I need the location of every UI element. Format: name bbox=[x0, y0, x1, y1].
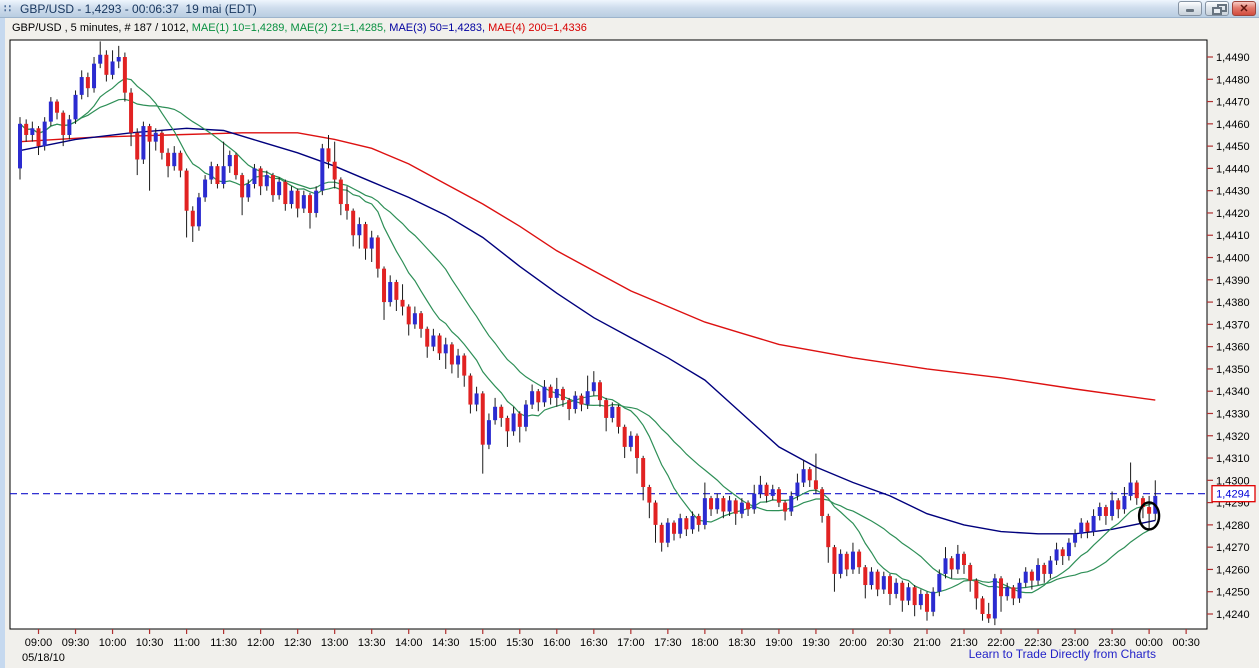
info-segment: GBP/USD , 5 minutes, # 187 / 1012, bbox=[12, 22, 192, 34]
svg-text:1,4460: 1,4460 bbox=[1216, 119, 1250, 131]
svg-text:1,4310: 1,4310 bbox=[1216, 453, 1250, 465]
svg-text:21:00: 21:00 bbox=[913, 637, 941, 649]
info-segment: MAE(3) 50=1,4283, bbox=[389, 22, 489, 34]
last-price-box: 1,4294 bbox=[1211, 485, 1256, 503]
svg-text:1,4480: 1,4480 bbox=[1216, 74, 1250, 86]
svg-text:09:00: 09:00 bbox=[25, 637, 53, 649]
svg-text:12:30: 12:30 bbox=[284, 637, 312, 649]
svg-text:17:30: 17:30 bbox=[654, 637, 682, 649]
svg-text:1,4280: 1,4280 bbox=[1216, 520, 1250, 532]
svg-text:1,4270: 1,4270 bbox=[1216, 542, 1250, 554]
window-title: GBP/USD - 1,4293 - 00:06:37 19 mai (EDT) bbox=[20, 1, 257, 16]
svg-text:1,4450: 1,4450 bbox=[1216, 141, 1250, 153]
svg-text:1,4260: 1,4260 bbox=[1216, 564, 1250, 576]
plot-area[interactable] bbox=[9, 39, 1208, 630]
svg-text:19:00: 19:00 bbox=[765, 637, 793, 649]
svg-text:1,4490: 1,4490 bbox=[1216, 52, 1250, 64]
svg-text:1,4420: 1,4420 bbox=[1216, 208, 1250, 220]
window-controls bbox=[1178, 1, 1256, 16]
svg-text:1,4390: 1,4390 bbox=[1216, 275, 1250, 287]
svg-text:1,4294: 1,4294 bbox=[1216, 489, 1250, 501]
svg-text:1,4410: 1,4410 bbox=[1216, 230, 1250, 242]
svg-text:1,4370: 1,4370 bbox=[1216, 319, 1250, 331]
svg-text:18:30: 18:30 bbox=[728, 637, 756, 649]
learn-to-trade-link[interactable]: Learn to Trade Directly from Charts bbox=[968, 647, 1156, 661]
chart-info-bar: GBP/USD , 5 minutes, # 187 / 1012, MAE(1… bbox=[12, 20, 587, 36]
svg-text:1,4400: 1,4400 bbox=[1216, 253, 1250, 265]
bar-circle-annotation bbox=[1137, 501, 1161, 531]
svg-text:1,4380: 1,4380 bbox=[1216, 297, 1250, 309]
svg-text:22:30: 22:30 bbox=[1024, 637, 1052, 649]
svg-text:13:00: 13:00 bbox=[321, 637, 349, 649]
window-left-border bbox=[0, 18, 5, 668]
svg-text:1,4320: 1,4320 bbox=[1216, 431, 1250, 443]
title-bar[interactable]: GBP/USD - 1,4293 - 00:06:37 19 mai (EDT) bbox=[0, 0, 1259, 18]
svg-text:1,4300: 1,4300 bbox=[1216, 475, 1250, 487]
svg-text:00:00: 00:00 bbox=[1135, 637, 1163, 649]
svg-text:23:00: 23:00 bbox=[1061, 637, 1089, 649]
svg-text:1,4250: 1,4250 bbox=[1216, 587, 1250, 599]
svg-text:14:30: 14:30 bbox=[432, 637, 460, 649]
restore-button[interactable] bbox=[1205, 1, 1229, 16]
svg-text:1,4340: 1,4340 bbox=[1216, 386, 1250, 398]
minimize-button[interactable] bbox=[1178, 1, 1202, 16]
date-label: 05/18/10 bbox=[22, 652, 65, 664]
svg-text:09:30: 09:30 bbox=[62, 637, 90, 649]
svg-text:23:30: 23:30 bbox=[1098, 637, 1126, 649]
svg-text:14:00: 14:00 bbox=[395, 637, 423, 649]
svg-text:1,4350: 1,4350 bbox=[1216, 364, 1250, 376]
svg-text:12:00: 12:00 bbox=[247, 637, 275, 649]
svg-text:1,4330: 1,4330 bbox=[1216, 408, 1250, 420]
close-button[interactable] bbox=[1232, 1, 1256, 16]
svg-text:16:30: 16:30 bbox=[580, 637, 608, 649]
ma-line-mae-3-50 bbox=[19, 127, 1156, 535]
svg-text:10:00: 10:00 bbox=[99, 637, 127, 649]
svg-text:11:30: 11:30 bbox=[210, 637, 237, 649]
app-icon bbox=[4, 4, 16, 14]
svg-text:11:00: 11:00 bbox=[173, 637, 200, 649]
y-axis: 1,4490 1,4480 1,4470 1,4460 1,4450 1,4440 1,44… bbox=[1207, 52, 1250, 621]
svg-text:10:30: 10:30 bbox=[136, 637, 164, 649]
svg-text:18:00: 18:00 bbox=[691, 637, 719, 649]
svg-text:15:00: 15:00 bbox=[469, 637, 497, 649]
svg-text:1,4360: 1,4360 bbox=[1216, 342, 1250, 354]
ma-line-mae-4-200 bbox=[19, 132, 1156, 401]
svg-text:20:00: 20:00 bbox=[839, 637, 867, 649]
svg-text:16:00: 16:00 bbox=[543, 637, 571, 649]
svg-text:19:30: 19:30 bbox=[802, 637, 830, 649]
info-segment: MAE(2) 21=1,4285, bbox=[290, 22, 390, 34]
svg-text:1,4240: 1,4240 bbox=[1216, 609, 1250, 621]
x-axis: 09:00 09:30 10:00 10:30 11:00 11:30 12:00 12:30… bbox=[22, 629, 1200, 664]
info-segment: MAE(4) 200=1,4336 bbox=[488, 22, 587, 34]
svg-text:21:30: 21:30 bbox=[950, 637, 978, 649]
svg-text:17:00: 17:00 bbox=[617, 637, 645, 649]
svg-text:00:30: 00:30 bbox=[1172, 637, 1200, 649]
svg-text:15:30: 15:30 bbox=[506, 637, 534, 649]
info-segment: MAE(1) 10=1,4289, bbox=[191, 22, 291, 34]
svg-text:13:30: 13:30 bbox=[358, 637, 386, 649]
svg-text:20:30: 20:30 bbox=[876, 637, 904, 649]
svg-text:1,4440: 1,4440 bbox=[1216, 163, 1250, 175]
svg-text:1,4430: 1,4430 bbox=[1216, 186, 1250, 198]
svg-text:1,4470: 1,4470 bbox=[1216, 97, 1250, 109]
svg-text:22:00: 22:00 bbox=[987, 637, 1015, 649]
